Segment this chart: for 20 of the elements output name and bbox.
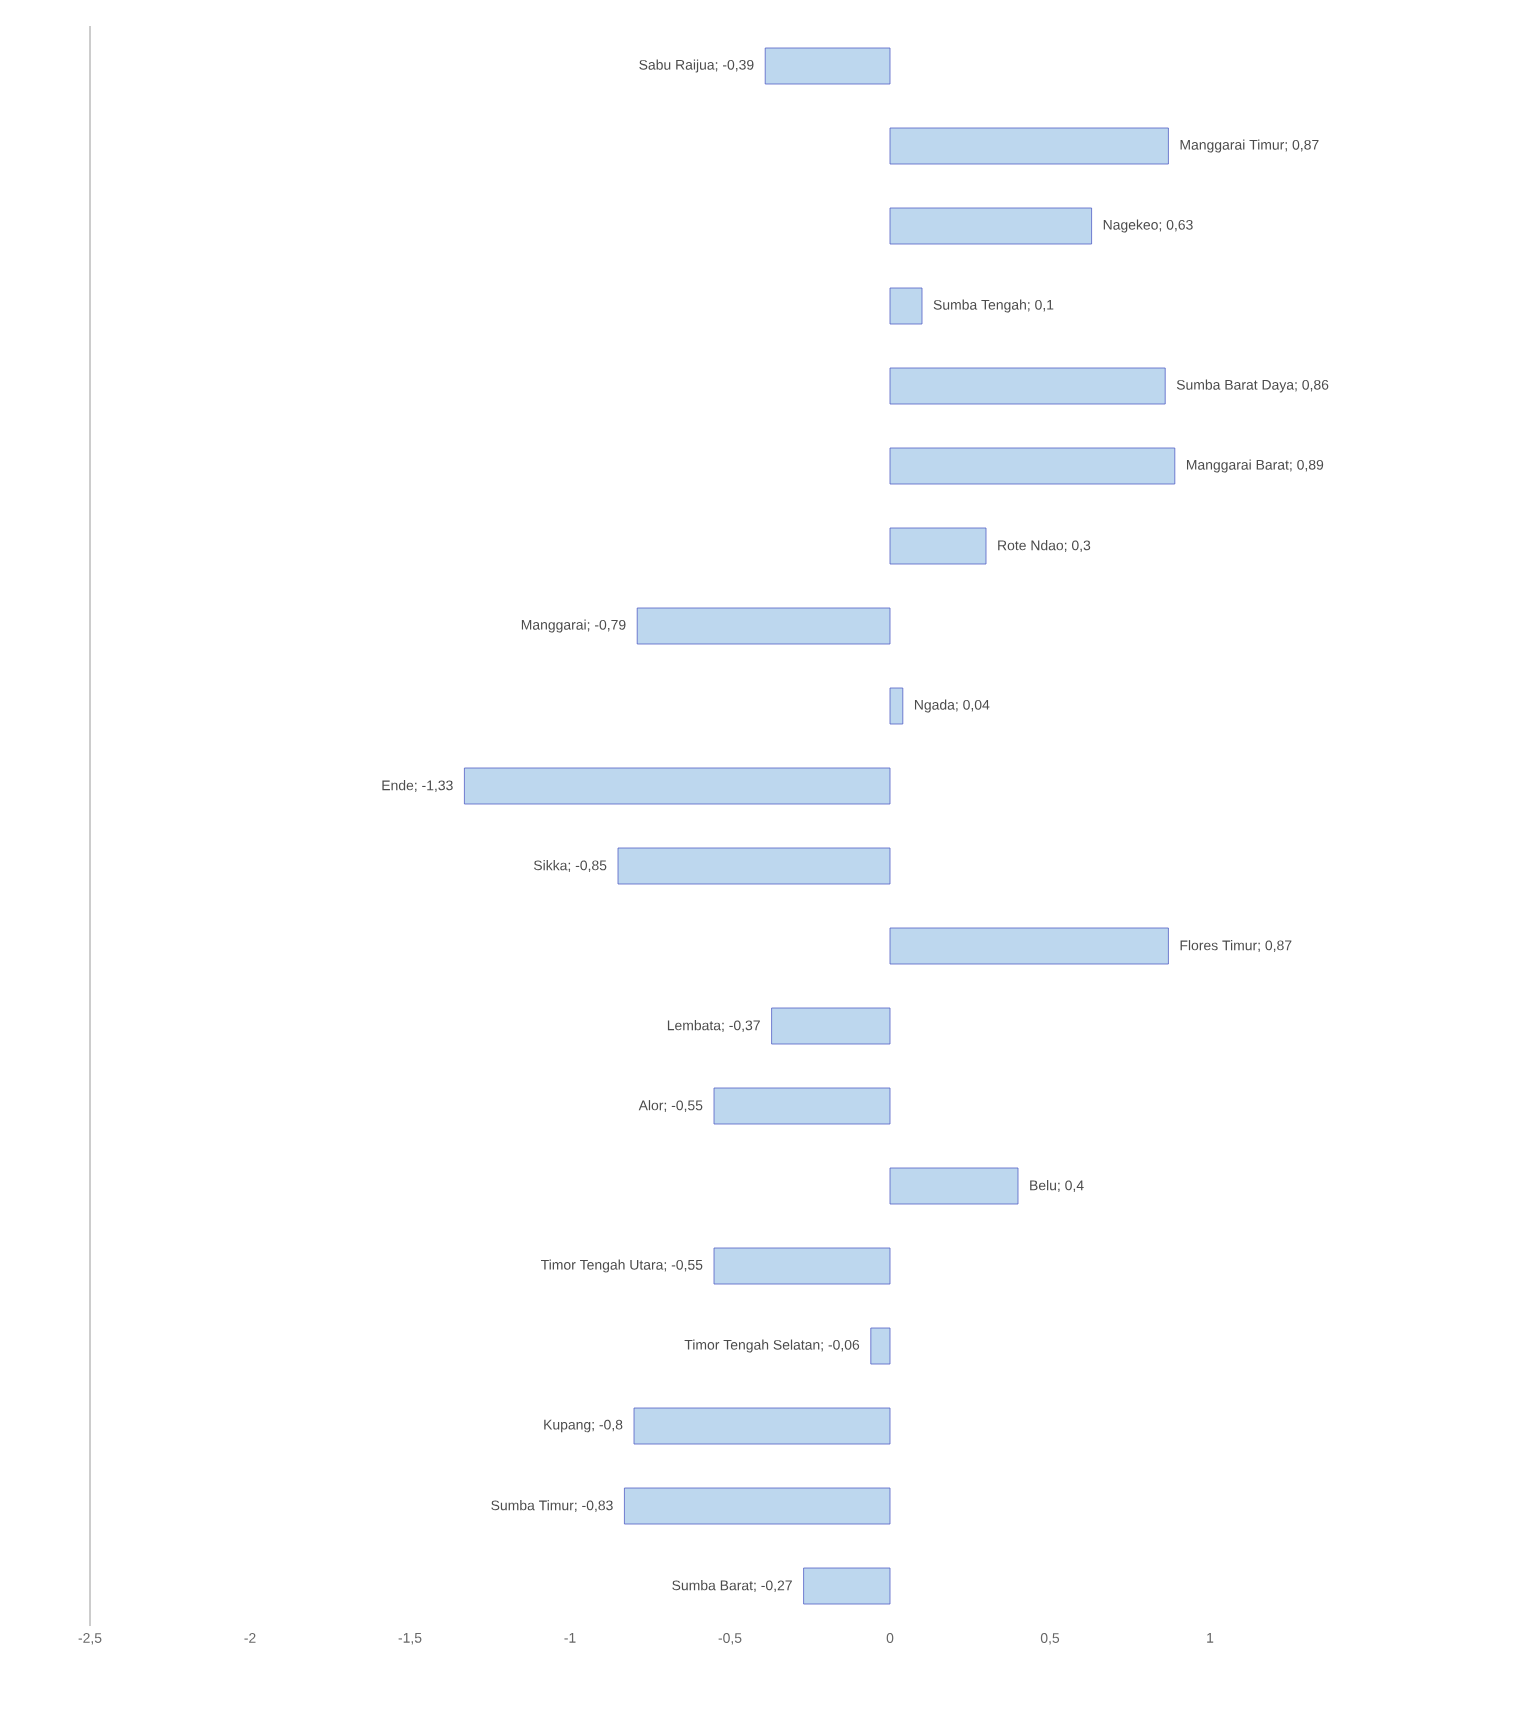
bar [624,1487,891,1525]
bar [713,1247,891,1285]
bar [889,127,1169,165]
bar [764,47,891,85]
bar [889,207,1092,245]
bar [889,367,1166,405]
bar [803,1567,891,1605]
bar [617,847,891,885]
bar [889,527,987,565]
bar [771,1007,891,1045]
bar [889,1167,1019,1205]
bar [633,1407,891,1445]
bar [636,607,891,645]
bar [889,287,923,325]
bar [713,1087,891,1125]
bar [889,447,1176,485]
bar [870,1327,891,1365]
bar [464,767,891,805]
bar [889,927,1169,965]
bar [889,687,904,725]
